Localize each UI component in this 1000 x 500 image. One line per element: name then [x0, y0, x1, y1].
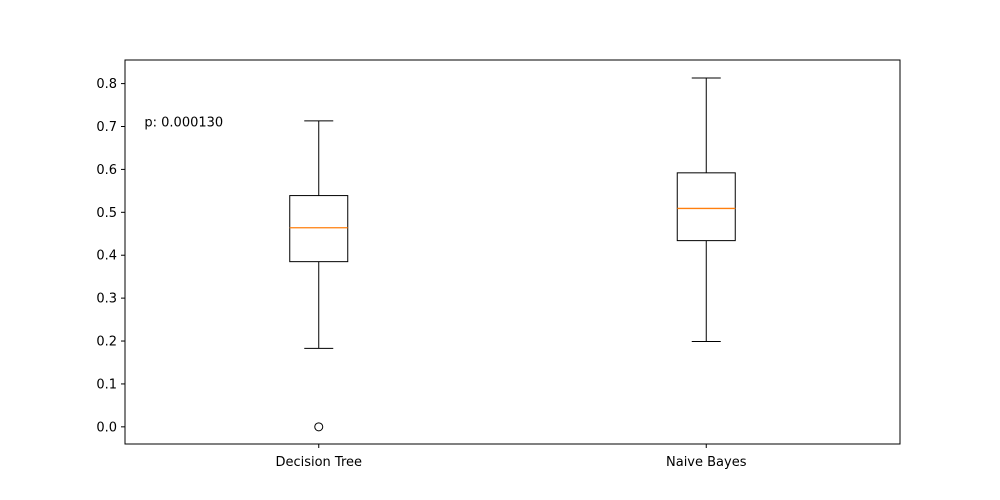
- p-value-annotation: p: 0.000130: [144, 116, 223, 131]
- y-tick-label: 0.2: [96, 335, 117, 350]
- y-tick-label: 0.5: [96, 206, 117, 221]
- y-axis: 0.0 0.1 0.2 0.3 0.4 0.5 0.6 0.7 0.8: [96, 77, 125, 435]
- x-axis: Decision Tree Naive Bayes: [275, 444, 747, 470]
- y-tick-label: 0.4: [96, 249, 117, 264]
- box-series: [289, 77, 736, 432]
- y-tick-label: 0.1: [96, 377, 117, 392]
- iqr-box: [289, 195, 349, 263]
- outlier-point: [314, 422, 324, 432]
- plot-area: [124, 59, 901, 445]
- y-tick-label: 0.6: [96, 163, 117, 178]
- x-tick-label: Decision Tree: [275, 455, 362, 470]
- iqr-box: [676, 172, 736, 242]
- y-tick-label: 0.3: [96, 292, 117, 307]
- y-tick-label: 0.7: [96, 120, 117, 135]
- x-tick-label: Naive Bayes: [666, 455, 747, 470]
- y-tick-label: 0.0: [96, 420, 117, 435]
- y-tick-label: 0.8: [96, 77, 117, 92]
